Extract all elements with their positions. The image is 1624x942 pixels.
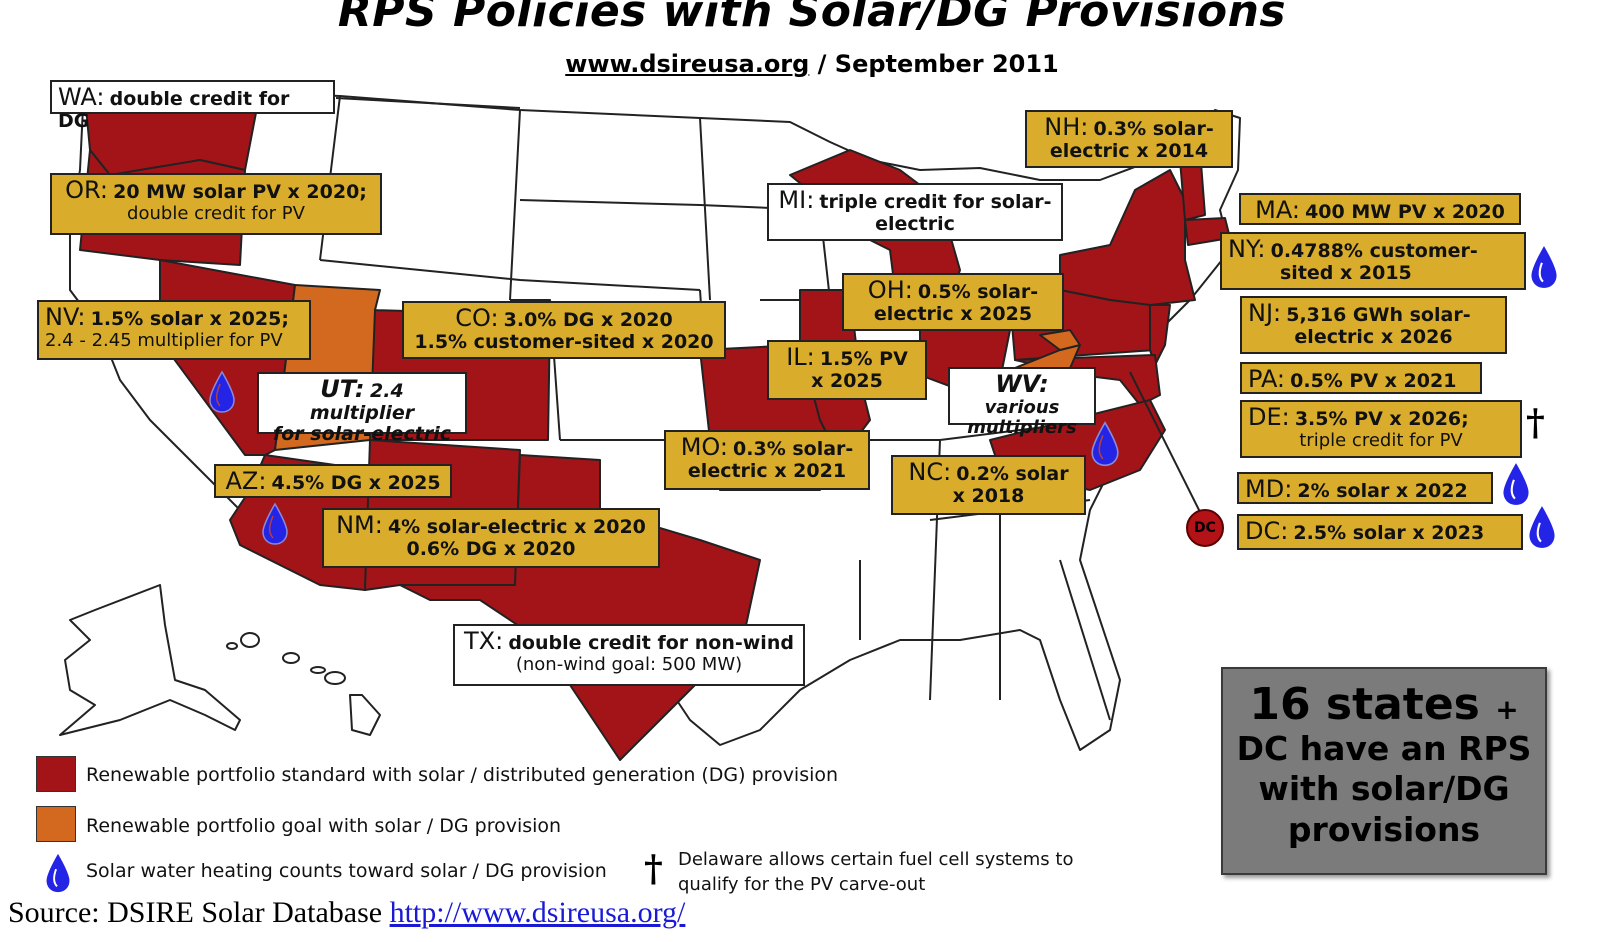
label-wa: WA: double credit for DG	[50, 80, 335, 131]
label-de: DE: 3.5% PV x 2026; triple credit for PV	[1240, 400, 1522, 458]
publication-date: / September 2011	[809, 50, 1059, 78]
label-ma: MA: 400 MW PV x 2020	[1239, 193, 1521, 225]
legend-water-drop-icon	[46, 853, 70, 893]
state-nj	[1149, 304, 1171, 366]
water-drop-icon-az	[262, 502, 288, 545]
label-oh: OH: 0.5% solar- electric x 2025	[842, 273, 1064, 331]
label-nv: NV: 1.5% solar x 2025; 2.4 - 2.45 multip…	[37, 300, 311, 360]
label-nc: NC: 0.2% solar x 2018	[891, 455, 1086, 515]
water-drop-icon-md	[1503, 463, 1529, 505]
legend-text-goal: Renewable portfolio goal with solar / DG…	[86, 815, 562, 837]
label-md: MD: 2% solar x 2022	[1237, 472, 1493, 504]
water-drop-icon-nv	[209, 370, 235, 413]
label-co: CO: 3.0% DG x 2020 1.5% customer-sited x…	[402, 301, 726, 359]
legend-text-dagger: Delaware allows certain fuel cell system…	[678, 849, 1074, 896]
dc-marker: DC	[1186, 509, 1224, 547]
water-drop-icon-nc	[1091, 421, 1119, 467]
state-va-goal	[1039, 329, 1081, 351]
summary-count: 16 states	[1249, 679, 1480, 730]
label-tx: TX: double credit for non-wind (non-wind…	[453, 624, 805, 686]
hawaii-outline	[226, 632, 381, 736]
label-nj: NJ: 5,316 GWh solar- electric x 2026	[1240, 296, 1507, 354]
label-wv: WV: various multipliers	[948, 367, 1096, 438]
summary-box: 16 states + DC have an RPS with solar/DG…	[1221, 667, 1547, 875]
label-dc: DC: 2.5% solar x 2023	[1237, 514, 1523, 550]
legend-text-water: Solar water heating counts toward solar …	[86, 860, 607, 882]
legend-swatch-standard	[36, 756, 76, 792]
map-subtitle: www.dsireusa.org / September 2011	[0, 50, 1624, 78]
legend-text-standard: Renewable portfolio standard with solar …	[86, 764, 839, 786]
label-nm: NM: 4% solar-electric x 2020 0.6% DG x 2…	[322, 508, 660, 568]
water-drop-icon-dc	[1529, 506, 1555, 548]
label-nh: NH: 0.3% solar- electric x 2014	[1025, 110, 1233, 168]
leader-line-dc	[1129, 371, 1201, 513]
label-mi: MI: triple credit for solar- electric	[767, 183, 1063, 241]
label-az: AZ: 4.5% DG x 2025	[214, 464, 452, 498]
label-mo: MO: 0.3% solar- electric x 2021	[664, 430, 870, 490]
label-pa: PA: 0.5% PV x 2021	[1240, 362, 1482, 394]
source-link[interactable]: http://www.dsireusa.org/	[389, 896, 686, 929]
dsire-url-link[interactable]: www.dsireusa.org	[565, 50, 810, 78]
legend-dagger-icon: †	[644, 848, 663, 890]
label-ny: NY: 0.4788% customer- sited x 2015	[1220, 232, 1526, 290]
map-title: RPS Policies with Solar/DG Provisions	[337, 0, 1287, 37]
label-il: IL: 1.5% PV x 2025	[767, 340, 927, 400]
dagger-icon-de: †	[1526, 402, 1545, 444]
label-ut: UT: 2.4 multiplier for solar-electric	[257, 372, 467, 445]
source-caption: Source: DSIRE Solar Database http://www.…	[8, 896, 686, 929]
label-or: OR: 20 MW solar PV x 2020; double credit…	[50, 173, 382, 235]
water-drop-icon-ny	[1531, 246, 1557, 288]
leader-line-wa	[335, 97, 521, 109]
legend-swatch-goal	[36, 806, 76, 842]
alaska-outline	[59, 584, 241, 736]
